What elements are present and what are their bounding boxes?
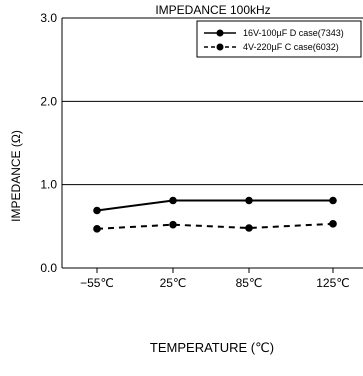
data-point-series-2 [329,220,337,228]
y-tick-label: 0.0 [40,261,57,275]
data-point-series-2 [245,224,253,232]
legend: 16V-100µF D case(7343) 4V-220µF C case(6… [196,20,362,58]
legend-label-series-1: 16V-100µF D case(7343) [243,28,344,38]
data-series [93,196,337,233]
x-tick-labels: −55℃ 25℃ 85℃ 125℃ [80,268,350,290]
x-tick-label: 25℃ [160,276,187,290]
chart-title: IMPEDANCE 100kHz [155,3,270,17]
data-point-series-1 [93,206,101,215]
legend-label-series-2: 4V-220µF C case(6032) [243,42,339,52]
y-axis-label: IMPEDANCE (Ω) [9,130,23,222]
legend-box [196,20,362,58]
data-point-series-1 [245,196,253,205]
data-point-series-2 [169,220,177,229]
legend-marker-series-1 [216,29,224,37]
x-tick-label: 125℃ [316,276,350,290]
x-axis-label: TEMPERATURE (℃) [150,340,274,355]
y-tick-label: 2.0 [40,94,57,108]
x-tick-label: −55℃ [80,276,114,290]
gridlines [62,100,363,269]
data-point-series-1 [169,196,177,205]
legend-marker-series-2 [216,43,224,51]
data-point-series-2 [93,225,101,233]
y-tick-label: 3.0 [40,11,57,25]
y-tick-label: 1.0 [40,178,57,192]
y-tick-labels: 0.0 1.0 2.0 3.0 [40,11,57,275]
series-line-2 [96,222,334,230]
series-line-1 [96,199,333,212]
x-tick-label: 85℃ [236,276,263,290]
data-point-series-1 [329,196,337,205]
